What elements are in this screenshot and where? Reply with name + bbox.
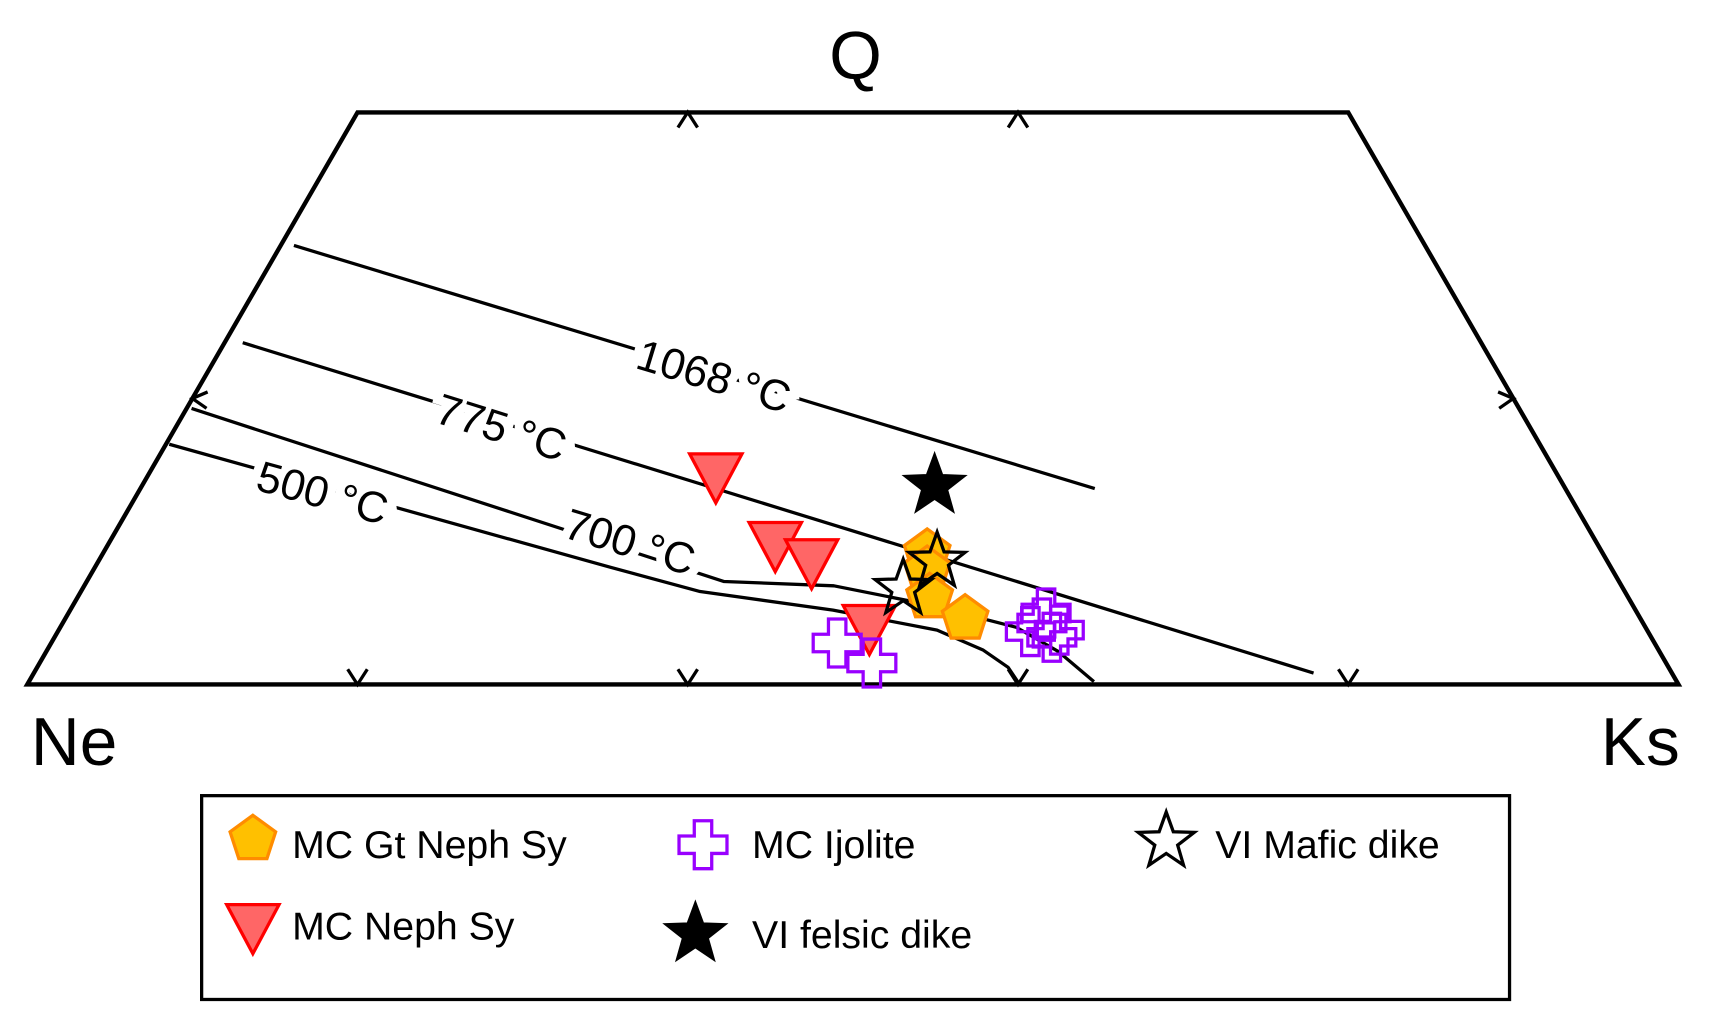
legend-label-neph-sy: MC Neph Sy bbox=[292, 905, 515, 949]
legend-marker-vi-felsic-dike bbox=[662, 899, 729, 963]
data-point-mc-neph-sy bbox=[782, 538, 841, 593]
data-point-mc-ijolite bbox=[811, 617, 863, 669]
data-point-vi-felsic-dike bbox=[901, 450, 968, 514]
right-tick bbox=[1497, 390, 1517, 410]
data-points bbox=[686, 450, 1085, 689]
plot-frame bbox=[23, 110, 1683, 687]
isotherm-label: 775 °C bbox=[430, 385, 572, 471]
bottom-tick bbox=[1337, 668, 1360, 688]
top-tick bbox=[676, 109, 699, 129]
isotherm-line bbox=[242, 341, 1315, 675]
legend-markers bbox=[223, 807, 1199, 963]
plot-boundary bbox=[23, 110, 1683, 687]
data-point-vi-mafic-dike bbox=[870, 554, 936, 617]
top-tick bbox=[1006, 109, 1030, 129]
bottom-tick bbox=[676, 668, 699, 688]
data-point-mc-neph-sy bbox=[840, 603, 899, 659]
data-point-mc-ijolite bbox=[1020, 587, 1072, 639]
isotherm-line bbox=[293, 243, 1096, 491]
data-point-mc-gt-neph-sy bbox=[940, 592, 990, 640]
apex-label-ks: Ks bbox=[1601, 705, 1680, 780]
bottom-tick bbox=[346, 668, 369, 688]
data-point-vi-mafic-dike bbox=[904, 527, 970, 590]
legend-label-gt-neph-sy: MC Gt Neph Sy bbox=[292, 823, 567, 867]
legend-label-felsic-dike: VI felsic dike bbox=[752, 913, 972, 957]
apex-label-ne: Ne bbox=[31, 705, 117, 780]
tick-marks bbox=[189, 109, 1517, 688]
legend-label-mafic-dike: VI Mafic dike bbox=[1215, 823, 1439, 867]
legend-box bbox=[200, 794, 1512, 1002]
legend-marker-mc-neph-sy bbox=[223, 903, 282, 958]
data-point-mc-neph-sy bbox=[686, 452, 745, 507]
legend-label-ijolite: MC Ijolite bbox=[752, 823, 915, 867]
data-point-mc-ijolite bbox=[1033, 604, 1085, 656]
legend-marker-vi-mafic-dike bbox=[1133, 807, 1199, 870]
isotherm-label: 1068 °C bbox=[631, 331, 796, 423]
left-tick bbox=[189, 390, 209, 410]
legend: MC Gt Neph Sy MC Neph Sy MC Ijolite VI f… bbox=[200, 794, 1512, 1002]
data-point-mc-ijolite bbox=[846, 637, 898, 689]
data-point-mc-ijolite bbox=[1026, 611, 1078, 663]
legend-marker-mc-gt-neph-sy bbox=[228, 813, 278, 861]
isotherm-label: 500 °C bbox=[251, 453, 393, 535]
apex-label-q: Q bbox=[829, 18, 882, 93]
legend-marker-mc-ijolite bbox=[677, 819, 729, 871]
